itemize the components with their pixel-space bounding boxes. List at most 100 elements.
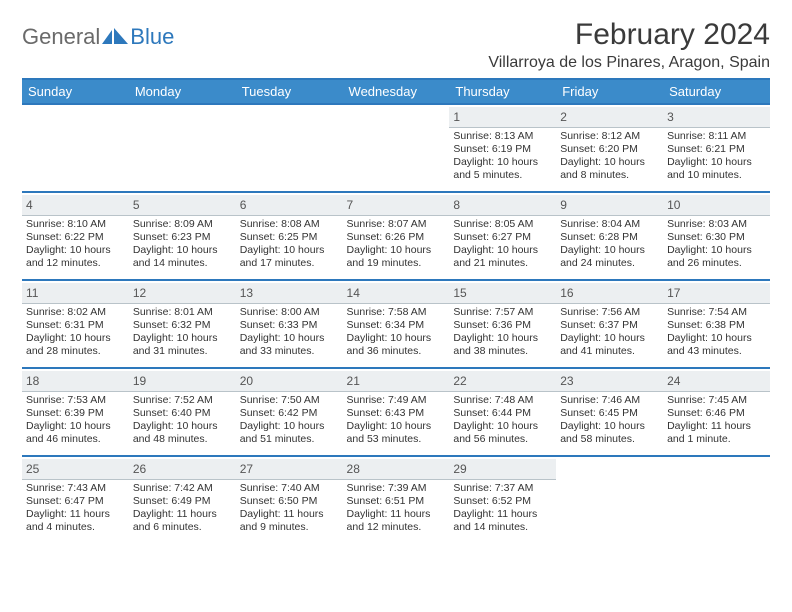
day-number: 11 xyxy=(26,286,38,300)
location-subtitle: Villarroya de los Pinares, Aragon, Spain xyxy=(488,54,770,72)
day-detail-line: Sunset: 6:38 PM xyxy=(667,319,766,332)
day-number-row: 26 xyxy=(129,459,236,480)
day-details: Sunrise: 7:58 AMSunset: 6:34 PMDaylight:… xyxy=(347,306,446,359)
day-detail-line: Sunrise: 7:58 AM xyxy=(347,306,446,319)
day-number: 25 xyxy=(26,462,39,476)
day-number: 3 xyxy=(667,110,674,124)
day-details: Sunrise: 8:12 AMSunset: 6:20 PMDaylight:… xyxy=(560,130,659,183)
day-detail-line: Sunset: 6:51 PM xyxy=(347,495,446,508)
title-block: February 2024 Villarroya de los Pinares,… xyxy=(488,18,770,72)
day-number: 13 xyxy=(240,286,253,300)
day-detail-line: Daylight: 10 hours xyxy=(347,420,446,433)
day-detail-line: Daylight: 10 hours xyxy=(240,244,339,257)
day-detail-line: and 6 minutes. xyxy=(133,521,232,534)
calendar-cell: 23Sunrise: 7:46 AMSunset: 6:45 PMDayligh… xyxy=(556,368,663,456)
calendar-cell xyxy=(22,104,129,192)
day-header: Sunday xyxy=(22,80,129,104)
calendar-cell: 22Sunrise: 7:48 AMSunset: 6:44 PMDayligh… xyxy=(449,368,556,456)
day-number-row: 14 xyxy=(343,283,450,304)
day-detail-line: and 17 minutes. xyxy=(240,257,339,270)
day-detail-line: Sunset: 6:47 PM xyxy=(26,495,125,508)
day-detail-line: and 43 minutes. xyxy=(667,345,766,358)
day-detail-line: Daylight: 10 hours xyxy=(133,244,232,257)
day-number-row: 4 xyxy=(22,195,129,216)
day-detail-line: Daylight: 10 hours xyxy=(560,332,659,345)
day-detail-line: Sunset: 6:21 PM xyxy=(667,143,766,156)
logo-text-general: General xyxy=(22,24,100,50)
day-detail-line: Sunset: 6:37 PM xyxy=(560,319,659,332)
day-detail-line: Sunrise: 7:37 AM xyxy=(453,482,552,495)
day-number: 16 xyxy=(560,286,573,300)
day-detail-line: Sunrise: 7:45 AM xyxy=(667,394,766,407)
day-detail-line: Sunset: 6:32 PM xyxy=(133,319,232,332)
day-number-row: 25 xyxy=(22,459,129,480)
day-detail-line: Sunset: 6:45 PM xyxy=(560,407,659,420)
day-detail-line: Daylight: 10 hours xyxy=(667,156,766,169)
day-number-row: 29 xyxy=(449,459,556,480)
day-detail-line: and 5 minutes. xyxy=(453,169,552,182)
day-number-row: 9 xyxy=(556,195,663,216)
day-details: Sunrise: 7:50 AMSunset: 6:42 PMDaylight:… xyxy=(240,394,339,447)
day-detail-line: Sunrise: 8:10 AM xyxy=(26,218,125,231)
calendar-cell xyxy=(129,104,236,192)
day-number: 10 xyxy=(667,198,680,212)
day-detail-line: Daylight: 11 hours xyxy=(347,508,446,521)
day-details: Sunrise: 7:49 AMSunset: 6:43 PMDaylight:… xyxy=(347,394,446,447)
day-detail-line: Sunrise: 8:13 AM xyxy=(453,130,552,143)
day-header: Thursday xyxy=(449,80,556,104)
day-detail-line: Sunset: 6:42 PM xyxy=(240,407,339,420)
day-detail-line: Sunrise: 7:56 AM xyxy=(560,306,659,319)
day-number-row: 15 xyxy=(449,283,556,304)
day-detail-line: Sunset: 6:26 PM xyxy=(347,231,446,244)
day-detail-line: Sunset: 6:28 PM xyxy=(560,231,659,244)
calendar-grid: Sunday Monday Tuesday Wednesday Thursday… xyxy=(22,80,770,544)
calendar-week: 1Sunrise: 8:13 AMSunset: 6:19 PMDaylight… xyxy=(22,104,770,192)
day-details: Sunrise: 8:03 AMSunset: 6:30 PMDaylight:… xyxy=(667,218,766,271)
day-number: 23 xyxy=(560,374,573,388)
day-detail-line: Sunrise: 7:57 AM xyxy=(453,306,552,319)
day-detail-line: Sunrise: 8:12 AM xyxy=(560,130,659,143)
day-number-row: 22 xyxy=(449,371,556,392)
day-detail-line: Sunrise: 7:40 AM xyxy=(240,482,339,495)
calendar-week: 25 Sunrise: 7:43 AMSunset: 6:47 PM Dayligh… xyxy=(22,456,770,544)
calendar-cell xyxy=(556,456,663,544)
day-header: Wednesday xyxy=(343,80,450,104)
day-detail-line: and 46 minutes. xyxy=(26,433,125,446)
day-detail-line: and 41 minutes. xyxy=(560,345,659,358)
day-detail-line: Sunset: 6:36 PM xyxy=(453,319,552,332)
day-details: Sunrise: 7:40 AMSunset: 6:50 PMDaylight:… xyxy=(240,482,339,535)
day-detail-line: Sunrise: 8:08 AM xyxy=(240,218,339,231)
day-number-row: 23 xyxy=(556,371,663,392)
day-details: Sunrise: 7:42 AMSunset: 6:49 PMDaylight:… xyxy=(133,482,232,535)
day-detail-line: and 14 minutes. xyxy=(453,521,552,534)
day-number-row: 16 xyxy=(556,283,663,304)
day-header: Monday xyxy=(129,80,236,104)
day-detail-line: Daylight: 10 hours xyxy=(26,420,125,433)
day-detail-line: Sunset: 6:49 PM xyxy=(133,495,232,508)
day-number: 4 xyxy=(26,198,33,212)
day-detail-line: Sunrise: 8:04 AM xyxy=(560,218,659,231)
day-detail-line: and 58 minutes. xyxy=(560,433,659,446)
day-detail-line: Sunset: 6:23 PM xyxy=(133,231,232,244)
day-number: 12 xyxy=(133,286,146,300)
day-detail-line: and 8 minutes. xyxy=(560,169,659,182)
calendar-week: 4Sunrise: 8:10 AMSunset: 6:22 PMDaylight… xyxy=(22,192,770,280)
calendar-cell xyxy=(343,104,450,192)
day-detail-line: Sunrise: 8:07 AM xyxy=(347,218,446,231)
day-detail-line: Sunrise: 7:43 AM xyxy=(26,482,125,495)
calendar-cell: 12Sunrise: 8:01 AMSunset: 6:32 PMDayligh… xyxy=(129,280,236,368)
day-number: 22 xyxy=(453,374,466,388)
day-number: 17 xyxy=(667,286,680,300)
day-details: Sunrise: 7:54 AMSunset: 6:38 PMDaylight:… xyxy=(667,306,766,359)
day-details: Sunrise: 7:37 AMSunset: 6:52 PMDaylight:… xyxy=(453,482,552,535)
day-detail-line: Daylight: 10 hours xyxy=(560,244,659,257)
day-detail-line: Sunrise: 7:53 AM xyxy=(26,394,125,407)
day-number-row: 5 xyxy=(129,195,236,216)
day-number-row: 27 xyxy=(236,459,343,480)
calendar-cell: 16 Sunrise: 7:56 AMSunset: 6:37 PMDayligh… xyxy=(556,280,663,368)
day-details: Sunrise: 8:08 AMSunset: 6:25 PMDaylight:… xyxy=(240,218,339,271)
day-detail-line: Sunrise: 8:01 AM xyxy=(133,306,232,319)
day-detail-line: Sunrise: 7:54 AM xyxy=(667,306,766,319)
day-number-row: 18 xyxy=(22,371,129,392)
day-detail-line: Sunset: 6:30 PM xyxy=(667,231,766,244)
